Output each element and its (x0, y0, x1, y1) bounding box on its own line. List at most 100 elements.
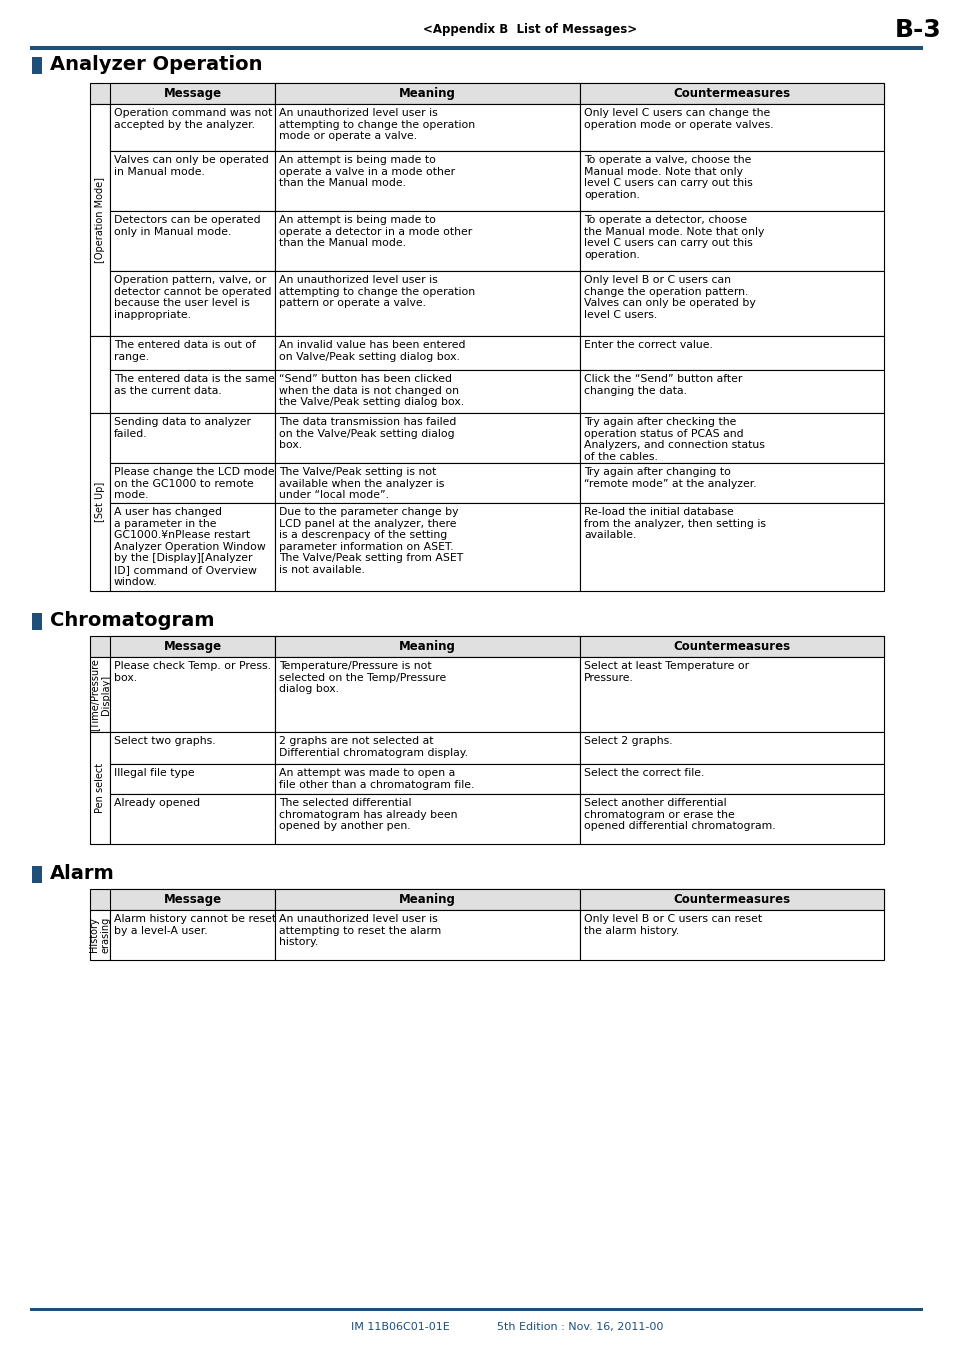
Bar (90, 657, 110, 732)
Bar (90, 910, 110, 960)
Bar (90, 413, 110, 591)
Bar (274, 336, 579, 370)
Bar (90, 890, 883, 910)
Bar (32, 57, 42, 74)
Text: Detectors can be operated
only in Manual mode.: Detectors can be operated only in Manual… (113, 215, 260, 236)
Bar (274, 413, 579, 463)
Bar (274, 104, 579, 151)
Bar (32, 865, 42, 883)
Text: Try again after changing to
“remote mode” at the analyzer.: Try again after changing to “remote mode… (583, 467, 756, 489)
Text: Select another differential
chromatogram or erase the
opened differential chroma: Select another differential chromatogram… (583, 798, 775, 832)
Bar (110, 463, 274, 504)
Text: Valves can only be operated
in Manual mode.: Valves can only be operated in Manual mo… (113, 155, 269, 177)
Bar (274, 636, 579, 657)
Text: Message: Message (163, 86, 221, 100)
Bar (579, 336, 883, 370)
Text: History
erasing: History erasing (90, 917, 111, 953)
Bar (110, 151, 274, 211)
Text: [Operation Mode]: [Operation Mode] (95, 177, 105, 263)
Text: Select the correct file.: Select the correct file. (583, 768, 703, 778)
Bar (110, 504, 274, 591)
Bar (579, 413, 883, 463)
Text: “Send” button has been clicked
when the data is not changed on
the Valve/Peak se: “Send” button has been clicked when the … (278, 374, 464, 408)
Bar (274, 211, 579, 271)
Bar (110, 413, 274, 463)
Bar (110, 794, 274, 844)
Bar (90, 732, 110, 844)
Bar (579, 764, 883, 794)
Text: An unauthorized level user is
attempting to change the operation
mode or operate: An unauthorized level user is attempting… (278, 108, 475, 142)
Text: The data transmission has failed
on the Valve/Peak setting dialog
box.: The data transmission has failed on the … (278, 417, 456, 450)
Text: An unauthorized level user is
attempting to reset the alarm
history.: An unauthorized level user is attempting… (278, 914, 441, 948)
Text: An unauthorized level user is
attempting to change the operation
pattern or oper: An unauthorized level user is attempting… (278, 275, 475, 308)
Text: 2 graphs are not selected at
Differential chromatogram display.: 2 graphs are not selected at Differentia… (278, 736, 468, 757)
Text: The selected differential
chromatogram has already been
opened by another pen.: The selected differential chromatogram h… (278, 798, 457, 832)
Bar (274, 271, 579, 336)
Text: Alarm: Alarm (50, 864, 114, 883)
Bar (579, 370, 883, 413)
Text: Select two graphs.: Select two graphs. (113, 736, 215, 747)
Bar (274, 794, 579, 844)
Bar (579, 794, 883, 844)
Bar (32, 613, 42, 630)
Text: [Set Up]: [Set Up] (95, 482, 105, 522)
Bar (579, 657, 883, 732)
Bar (274, 151, 579, 211)
Text: The entered data is the same
as the current data.: The entered data is the same as the curr… (113, 374, 274, 396)
Bar (274, 370, 579, 413)
Text: IM 11B06C01-01E: IM 11B06C01-01E (351, 1322, 449, 1332)
Bar (274, 764, 579, 794)
Text: Operation pattern, valve, or
detector cannot be operated
because the user level : Operation pattern, valve, or detector ca… (113, 275, 272, 320)
Bar (90, 636, 883, 657)
Bar (110, 336, 274, 370)
Bar (274, 463, 579, 504)
Text: Already opened: Already opened (113, 798, 200, 809)
Bar (579, 82, 883, 104)
Bar (110, 910, 274, 960)
Text: [Time/Pressure
Display]: [Time/Pressure Display] (90, 657, 111, 730)
Text: An invalid value has been entered
on Valve/Peak setting dialog box.: An invalid value has been entered on Val… (278, 340, 465, 362)
Text: A user has changed
a parameter in the
GC1000.¥nPlease restart
Analyzer Operation: A user has changed a parameter in the GC… (113, 508, 266, 587)
Text: Message: Message (163, 892, 221, 906)
Text: Enter the correct value.: Enter the correct value. (583, 340, 712, 350)
Bar (110, 82, 274, 104)
Text: Please check Temp. or Press.
box.: Please check Temp. or Press. box. (113, 662, 271, 683)
Bar (579, 463, 883, 504)
Text: Only level C users can change the
operation mode or operate valves.: Only level C users can change the operat… (583, 108, 773, 130)
Bar (274, 82, 579, 104)
Text: Only level B or C users can reset
the alarm history.: Only level B or C users can reset the al… (583, 914, 761, 936)
Text: To operate a detector, choose
the Manual mode. Note that only
level C users can : To operate a detector, choose the Manual… (583, 215, 763, 259)
Text: Pen select: Pen select (95, 763, 105, 813)
Text: Due to the parameter change by
LCD panel at the analyzer, there
is a descrenpacy: Due to the parameter change by LCD panel… (278, 508, 463, 575)
Bar (579, 504, 883, 591)
Text: Analyzer Operation: Analyzer Operation (50, 55, 262, 74)
Text: Message: Message (163, 640, 221, 653)
Text: B-3: B-3 (894, 18, 941, 42)
Bar (110, 271, 274, 336)
Bar (579, 104, 883, 151)
Text: Countermeasures: Countermeasures (673, 640, 790, 653)
Bar (110, 764, 274, 794)
Text: Please change the LCD mode
on the GC1000 to remote
mode.: Please change the LCD mode on the GC1000… (113, 467, 274, 501)
Bar (110, 890, 274, 910)
Bar (579, 910, 883, 960)
Bar (579, 636, 883, 657)
Bar (110, 636, 274, 657)
Text: Select 2 graphs.: Select 2 graphs. (583, 736, 672, 747)
Text: The Valve/Peak setting is not
available when the analyzer is
under “local mode”.: The Valve/Peak setting is not available … (278, 467, 444, 501)
Bar (579, 151, 883, 211)
Bar (90, 82, 883, 104)
Text: Chromatogram: Chromatogram (50, 612, 214, 630)
Text: An attempt was made to open a
file other than a chromatogram file.: An attempt was made to open a file other… (278, 768, 474, 790)
Text: Meaning: Meaning (398, 86, 456, 100)
Bar (110, 211, 274, 271)
Bar (110, 732, 274, 764)
Text: Re-load the initial database
from the analyzer, then setting is
available.: Re-load the initial database from the an… (583, 508, 765, 540)
Text: Click the “Send” button after
changing the data.: Click the “Send” button after changing t… (583, 374, 741, 396)
Text: Only level B or C users can
change the operation pattern.
Valves can only be ope: Only level B or C users can change the o… (583, 275, 755, 320)
Bar (579, 890, 883, 910)
Text: Countermeasures: Countermeasures (673, 892, 790, 906)
Bar (579, 271, 883, 336)
Bar (110, 657, 274, 732)
Text: <Appendix B  List of Messages>: <Appendix B List of Messages> (422, 23, 637, 36)
